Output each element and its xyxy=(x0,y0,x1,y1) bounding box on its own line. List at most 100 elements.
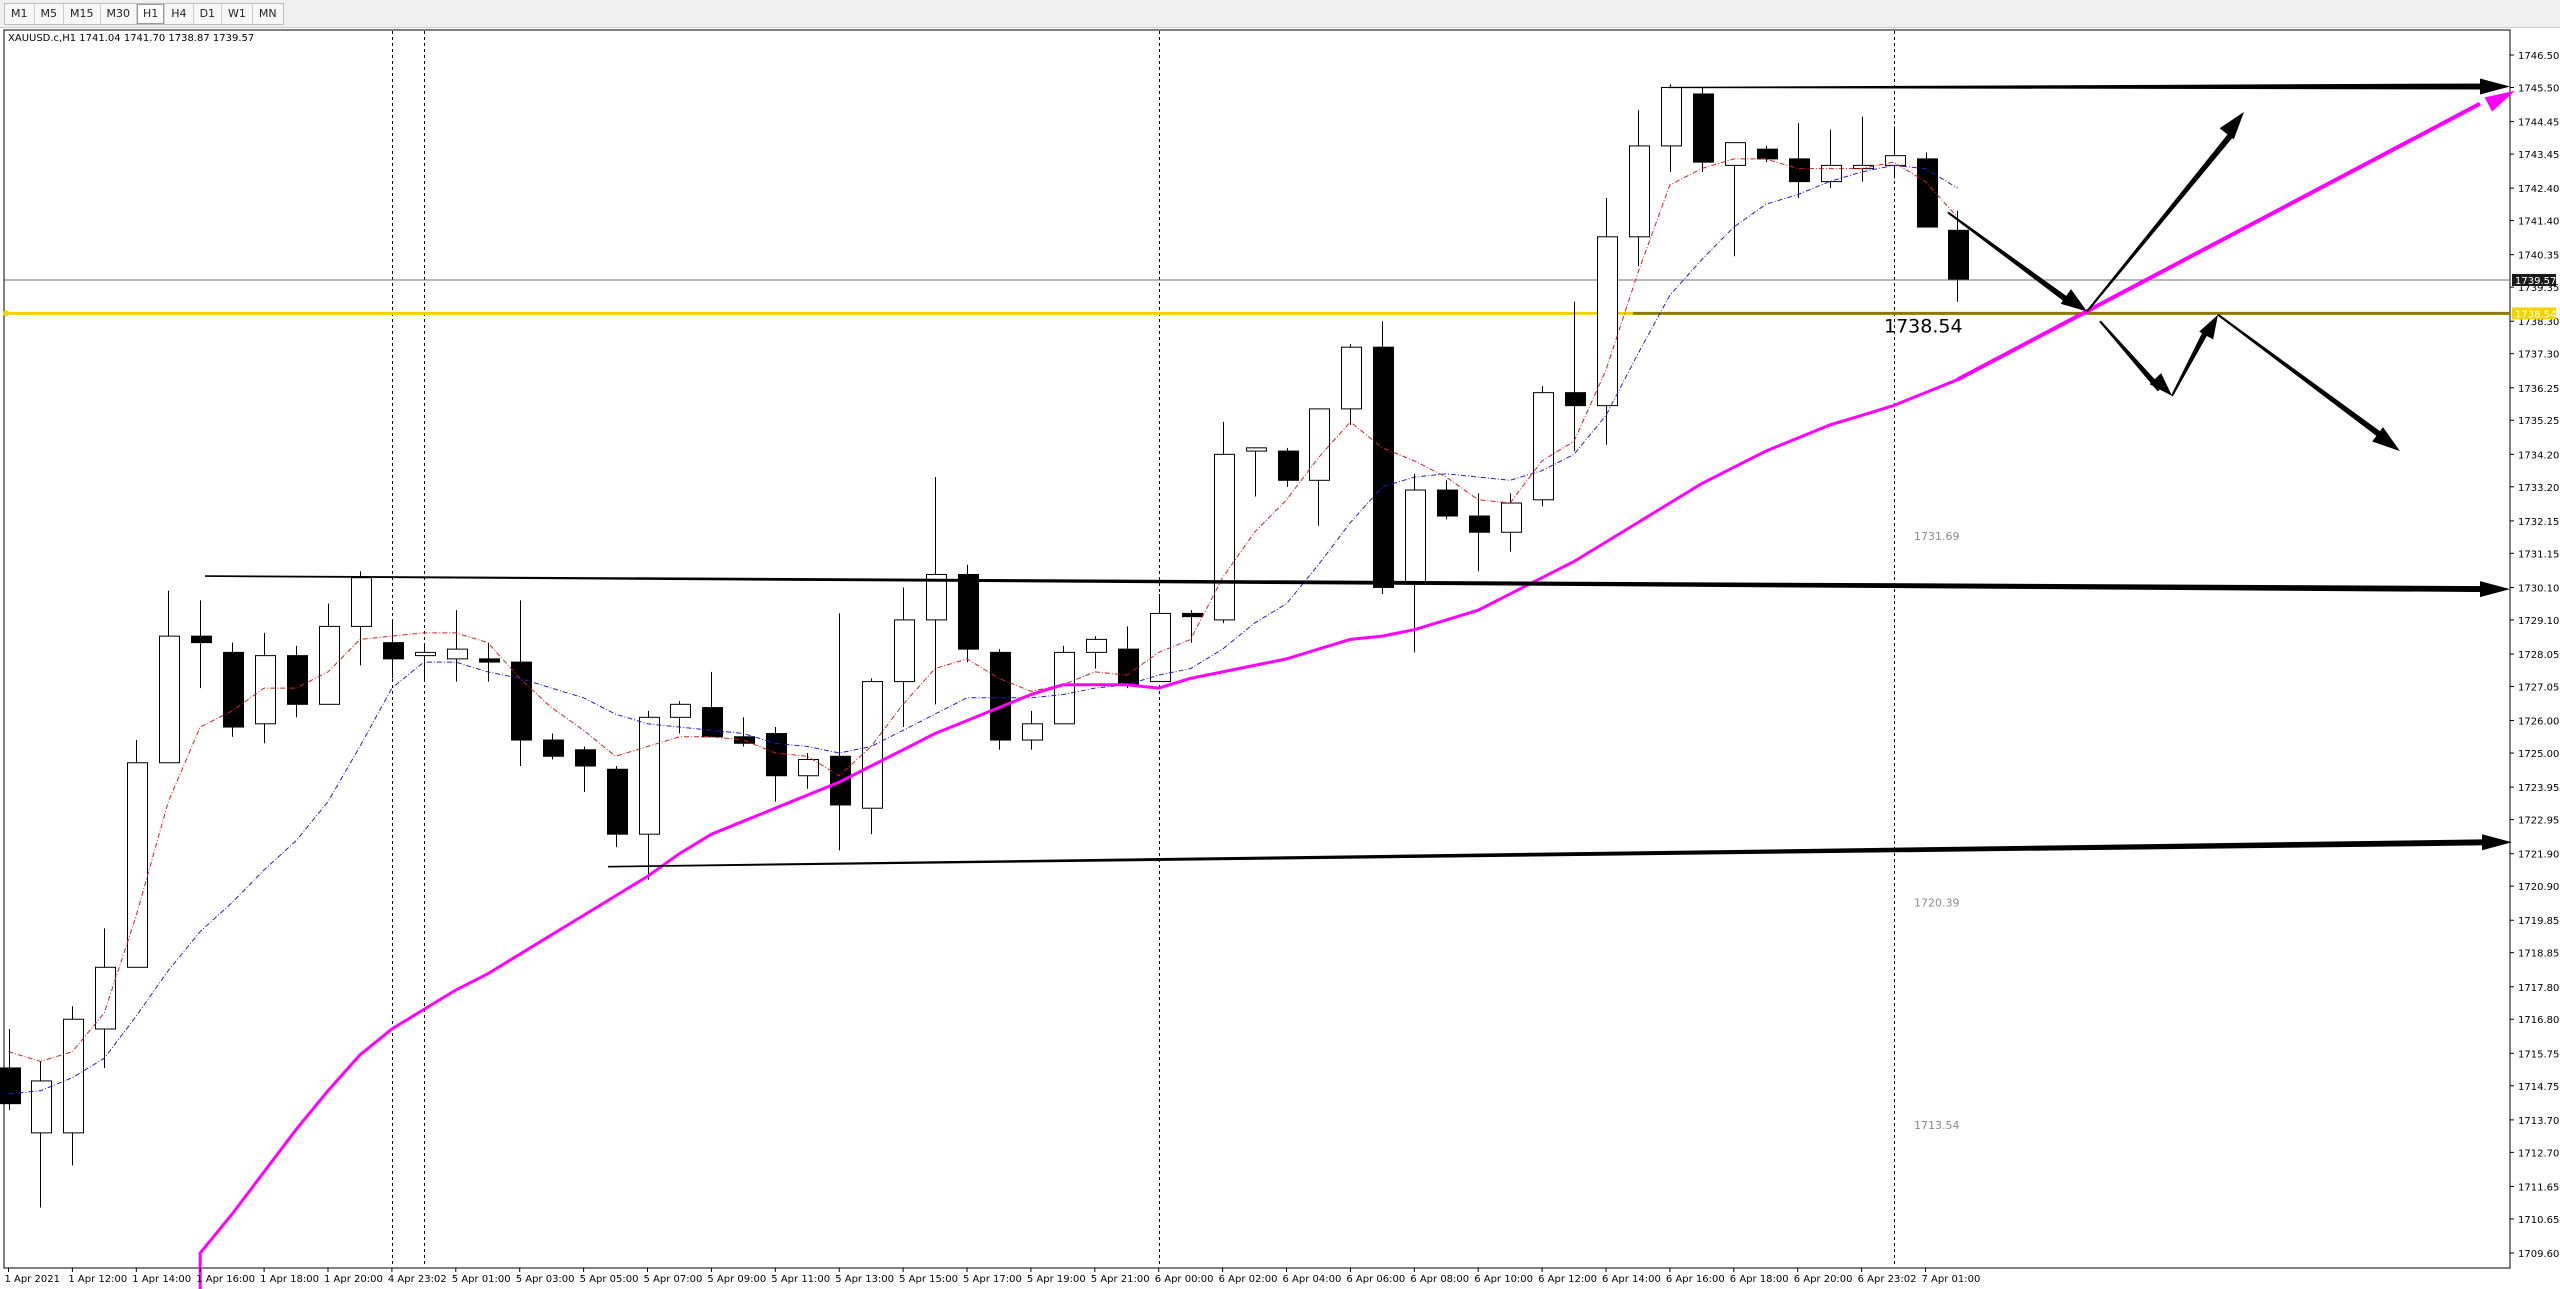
fib-level-label: 1720.39 xyxy=(1914,897,1960,910)
time-tick-label: 1 Apr 2021 xyxy=(5,1274,60,1285)
candle xyxy=(1821,129,1842,189)
arrow-head xyxy=(2480,78,2510,95)
candle xyxy=(319,603,340,705)
time-tick-label: 6 Apr 18:00 xyxy=(1730,1274,1789,1285)
time-tick-label: 5 Apr 17:00 xyxy=(963,1274,1022,1285)
price-tick-label: 1730.10 xyxy=(2518,583,2559,594)
candle-body-bear xyxy=(1693,93,1714,163)
candle-body-bear xyxy=(1182,612,1203,618)
candle-body-bull xyxy=(1501,502,1522,533)
price-tick-label: 1725.00 xyxy=(2518,749,2559,760)
price-tick-label: 1712.70 xyxy=(2518,1148,2559,1159)
candle xyxy=(1565,301,1586,452)
price-tick-label: 1746.50 xyxy=(2518,51,2559,62)
price-tick-label: 1740.35 xyxy=(2518,251,2559,262)
support-trend-line-upper[interactable] xyxy=(204,575,2491,593)
timeframe-button-w1[interactable]: W1 xyxy=(222,4,253,24)
candle xyxy=(63,1006,84,1166)
candle-body-bear xyxy=(543,739,564,757)
candle-body-bull xyxy=(926,573,947,621)
timeframe-toolbar: M1 M5 M15 M30 H1 H4 D1 W1 MN xyxy=(0,0,2560,28)
time-tick-label: 5 Apr 05:00 xyxy=(580,1274,639,1285)
price-tick-label: 1727.05 xyxy=(2518,682,2559,693)
candle xyxy=(1373,321,1394,594)
price-tick-label: 1745.50 xyxy=(2518,83,2559,94)
candle-body-bear xyxy=(511,661,532,741)
candle-body-bull xyxy=(447,648,468,660)
timeframe-button-mn[interactable]: MN xyxy=(258,7,277,20)
moving-average-red xyxy=(8,158,1958,1062)
scenario-arrow-drop[interactable] xyxy=(2217,313,2382,438)
scenario-arrow-down-to-level[interactable] xyxy=(1947,211,2071,304)
candle-body-bull xyxy=(319,625,340,705)
timeframe-button-h4[interactable]: H4 xyxy=(165,4,194,24)
support-trend-line-lower[interactable] xyxy=(607,839,2491,868)
timeframe-button-h1[interactable]: H1 xyxy=(137,4,166,24)
arrow-head xyxy=(2480,581,2510,598)
timeframe-button-m5[interactable]: M5 xyxy=(35,4,64,24)
timeframe-button-d1[interactable]: D1 xyxy=(194,4,223,24)
candle-body-bull xyxy=(862,681,883,809)
time-tick-label: 1 Apr 20:00 xyxy=(324,1274,383,1285)
candle-body-bull xyxy=(351,577,372,627)
timeframe-button-m15[interactable]: M15 xyxy=(64,4,101,24)
candle-body-bear xyxy=(0,1067,21,1105)
candle xyxy=(1533,386,1554,507)
candle xyxy=(639,710,660,880)
candle-body-bear xyxy=(1789,158,1810,183)
projection-trend-line[interactable] xyxy=(1956,101,2481,382)
price-chart[interactable]: 1738.54 1731.69 1720.39 1713.54 1746.50 1745… xyxy=(0,29,2560,1289)
candle-body-bull xyxy=(1022,723,1043,741)
candle xyxy=(1469,493,1490,572)
timeframe-button-m30[interactable]: M30 xyxy=(101,4,137,24)
candle-body-bear xyxy=(191,635,212,644)
candle xyxy=(862,678,883,835)
candle-body-bull xyxy=(159,635,180,764)
candle xyxy=(1022,710,1043,750)
candle-body-bull xyxy=(1661,86,1682,147)
candle-body-bull xyxy=(639,716,660,835)
price-tick-label: 1733.20 xyxy=(2518,483,2559,494)
price-tick-label: 1735.25 xyxy=(2518,416,2559,427)
candle-body-bull xyxy=(1054,651,1075,725)
time-tick-label: 6 Apr 02:00 xyxy=(1219,1274,1278,1285)
candle xyxy=(447,610,468,682)
candle xyxy=(990,649,1011,750)
candle-body-bear xyxy=(287,655,308,705)
time-axis: 1 Apr 2021 1 Apr 12:00 1 Apr 14:00 1 Apr 16… xyxy=(5,1268,1980,1285)
time-tick-label: 1 Apr 16:00 xyxy=(196,1274,255,1285)
arrow-head xyxy=(2199,314,2218,340)
timeframe-button-m1[interactable]: M1 xyxy=(5,4,35,24)
price-axis: 1746.50 1745.50 1744.45 1743.45 1742.40 1741.… xyxy=(2510,51,2559,1260)
scenario-arrow-dip[interactable] xyxy=(2099,320,2163,392)
candle xyxy=(1341,343,1362,426)
candle-body-bear xyxy=(383,642,404,660)
drawn-objects: 1738.54 1731.69 1720.39 1713.54 xyxy=(204,78,2515,1132)
candle-body-bull xyxy=(31,1080,52,1134)
marked-level-anchor xyxy=(3,310,9,317)
time-tick-label: 4 Apr 23:02 xyxy=(388,1274,447,1285)
scenario-arrow-retest[interactable] xyxy=(2171,326,2211,397)
price-tick-label: 1728.05 xyxy=(2518,650,2559,661)
resistance-trend-line[interactable] xyxy=(1667,83,2491,90)
candle-body-bear xyxy=(479,658,500,663)
candle xyxy=(1214,421,1235,624)
candle xyxy=(191,600,212,689)
candle xyxy=(1948,210,1969,302)
time-tick-label: 5 Apr 03:00 xyxy=(516,1274,575,1285)
candle-body-bull xyxy=(798,759,819,777)
moving-average-blue xyxy=(8,164,1958,1095)
candle-body-bear xyxy=(766,733,787,777)
candle-body-bear xyxy=(1437,489,1458,517)
candle-body-bear xyxy=(990,651,1011,741)
scenario-arrow-up[interactable] xyxy=(2086,134,2233,313)
candle xyxy=(958,564,979,663)
candle xyxy=(255,632,276,744)
candle-body-bear xyxy=(1757,148,1778,160)
candle xyxy=(1086,636,1107,669)
time-tick-label: 6 Apr 06:00 xyxy=(1346,1274,1405,1285)
time-tick-label: 5 Apr 11:00 xyxy=(771,1274,830,1285)
price-tick-label: 1720.90 xyxy=(2518,882,2559,893)
arrow-head xyxy=(2484,90,2515,112)
candle-body-bull xyxy=(1725,142,1746,166)
